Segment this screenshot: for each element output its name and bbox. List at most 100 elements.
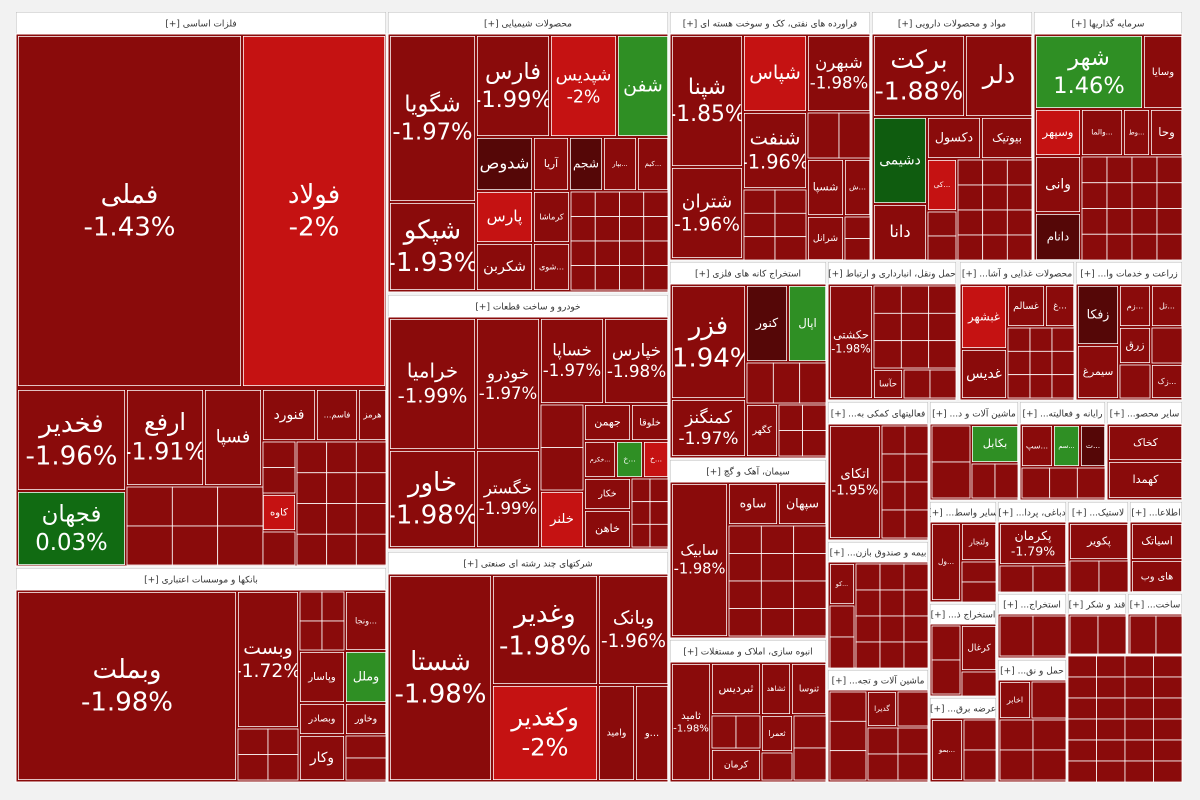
stock-tile: ...ونجا	[346, 592, 386, 650]
sector-header[interactable]: حمل ونقل، انبارداری و ارتباط [+]	[828, 262, 956, 284]
stock-tile: کرغال	[962, 626, 996, 670]
stock-change: -1.91%	[123, 437, 207, 465]
minor-tile	[881, 425, 906, 455]
tile-bg	[972, 426, 1018, 462]
sector-header[interactable]: محصولات غذایی و آشا... [+]	[960, 262, 1074, 284]
stock-symbol: گدیرا	[874, 704, 890, 713]
stock-tile: کگهر	[747, 405, 777, 456]
sector-header[interactable]: استخراج کانه های فلزی [+]	[670, 262, 826, 284]
stock-tile: سپهان	[779, 484, 826, 524]
minor-tile	[855, 563, 881, 591]
sector-header[interactable]: رایانه و فعالیته... [+]	[1020, 402, 1105, 424]
stock-tile: ...وط	[1124, 110, 1149, 155]
minor-tile	[844, 238, 871, 261]
sector-header[interactable]: سایر واسط... [+]	[928, 502, 998, 522]
stock-change: -1.43%	[84, 212, 176, 242]
stock-change: -1.96%	[741, 151, 810, 174]
stock-tile: خلنر	[541, 492, 583, 547]
sector-header[interactable]: انبوه سازی، املاک و مستغلات [+]	[670, 640, 826, 662]
minor-tile	[1124, 676, 1154, 699]
minor-tile	[1006, 184, 1033, 211]
stock-tile: ...ول	[932, 524, 960, 600]
stock-symbol: کنور	[755, 315, 778, 331]
tile-bg	[747, 286, 787, 361]
minor-tile	[262, 467, 296, 494]
header-bg	[1130, 502, 1182, 522]
sector-header[interactable]: استخراج ذ... [+]	[930, 604, 996, 624]
sector-header[interactable]: ماشین آلات و د... [+]	[930, 402, 1018, 424]
sector-header[interactable]: فعالیتهای کمکی به... [+]	[828, 402, 928, 424]
minor-tile	[1032, 615, 1067, 657]
tile-bg	[599, 686, 634, 780]
sector-header[interactable]: قند و شکر [+]	[1068, 594, 1126, 614]
sector-header[interactable]: سایر محصو... [+]	[1107, 402, 1182, 424]
minor-tile	[594, 265, 620, 291]
stock-change: -1.97%	[543, 361, 601, 380]
sector-header[interactable]: فراورده های نفتی، کک و سوخت هسته ای [+]	[670, 12, 870, 34]
stock-tile: زفکا	[1078, 286, 1118, 344]
minor-tile	[760, 608, 795, 637]
sector-header[interactable]: بانکها و موسسات اعتباری [+]	[16, 568, 386, 590]
stock-symbol: ...کیم	[645, 160, 662, 168]
stock-symbol: شسپا	[813, 181, 839, 194]
tile-bg	[744, 113, 806, 188]
sector-header[interactable]: فلزات اساسی [+]	[16, 12, 386, 34]
tile-bg	[1000, 524, 1066, 564]
minor-tile	[999, 749, 1034, 781]
stock-symbol: ...زم	[1127, 302, 1143, 311]
sector-header[interactable]: زراعت و خدمات وا... [+]	[1076, 262, 1182, 284]
stock-tile: وبملت-1.98%	[18, 592, 236, 780]
minor-tile	[299, 620, 323, 651]
sector-header[interactable]: مواد و محصولات دارویی [+]	[872, 12, 1032, 34]
stock-change: -1.98%	[810, 74, 868, 93]
stock-tile: فملی-1.43%	[18, 36, 241, 386]
sector: بانکها و موسسات اعتباری [+]وبملت-1.98% وب…	[15, 568, 387, 783]
stock-symbol: برکت	[890, 45, 947, 74]
sector-header[interactable]: ساخت... [+]	[1128, 594, 1182, 614]
tile-bg	[477, 138, 532, 190]
minor-tile	[355, 441, 387, 474]
sector-header[interactable]: ماشین آلات و تجه... [+]	[828, 670, 928, 690]
sector-header[interactable]: محصولات شیمیایی [+]	[388, 12, 668, 34]
sector: فعالیتهای کمکی به... [+] اتکای -1.95%	[827, 402, 929, 541]
sector-header[interactable]: لاستیک... [+]	[1068, 502, 1128, 522]
sector-header[interactable]: دباغی، پردا... [+]	[998, 502, 1066, 522]
sector-header[interactable]: حمل و نق... [+]	[998, 660, 1066, 680]
stock-tile: وانی	[1036, 157, 1080, 212]
stock-symbol: ساوه	[740, 496, 767, 512]
sector-header[interactable]: اطلاعا... [+]	[1130, 502, 1182, 522]
stock-tile: ...خ	[617, 442, 642, 477]
sector-title: اطلاعا... [+]	[1131, 509, 1180, 519]
tile-bg	[541, 492, 583, 547]
sector-header[interactable]: عرضه برق... [+]	[930, 698, 996, 718]
stock-symbol: خکار	[597, 489, 617, 500]
tile-bg	[962, 286, 1006, 348]
minor-tile	[540, 404, 584, 448]
minor-tile	[631, 478, 651, 503]
stock-tile: وبصادر	[300, 704, 344, 734]
sector: سیمان، آهک و گچ [+] سابیک -1.98% ساوه سپهان	[669, 460, 827, 639]
stock-symbol: شگویا	[404, 90, 460, 117]
minor-tile	[904, 425, 929, 455]
stock-tile: ...زک	[1152, 365, 1182, 398]
sector-header[interactable]: شرکتهای چند رشته ای صنعتی [+]	[388, 552, 668, 574]
minor-tile	[728, 608, 762, 637]
stock-symbol: فملی	[101, 180, 159, 210]
sector-header[interactable]: سیمان، آهک و گچ [+]	[670, 460, 826, 482]
sector-header[interactable]: سرمایه گذاریها [+]	[1034, 12, 1182, 34]
stock-symbol: شپنا	[688, 75, 726, 100]
sector-header[interactable]: استخراج... [+]	[998, 594, 1066, 614]
tile-bg	[874, 118, 926, 203]
tile-bg	[551, 36, 616, 136]
minor-tile	[802, 430, 827, 457]
stock-symbol: ...ش	[849, 183, 866, 192]
stock-change: -1.97%	[392, 120, 472, 146]
stock-tile: ...خکرم	[585, 442, 615, 477]
sector-header[interactable]: بیمه و صندوق بازن... [+]	[828, 542, 928, 562]
minor-tile	[1097, 615, 1127, 655]
minor-tile	[1006, 209, 1033, 236]
sector-header[interactable]: خودرو و ساخت قطعات [+]	[388, 295, 668, 317]
minor-tile	[643, 216, 669, 242]
minor-tile	[793, 608, 827, 637]
stock-symbol: خلنر	[549, 512, 574, 527]
